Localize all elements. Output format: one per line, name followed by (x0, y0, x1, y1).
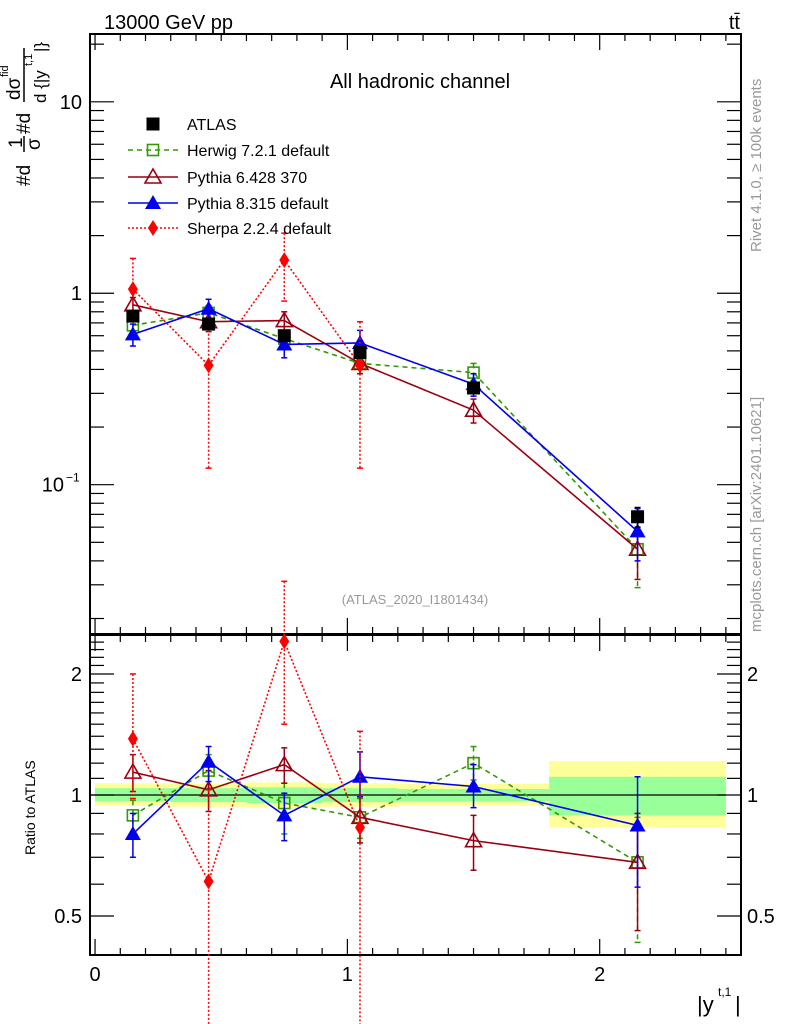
ratio-y-tick-label: 2 (71, 664, 82, 686)
ratio-pythia6-line (132, 763, 638, 864)
y-axis-label-ratio: Ratio to ATLAS (22, 760, 38, 855)
legend-marker-herwig (146, 143, 160, 157)
x-tick-label: 0 (89, 964, 100, 986)
ratio-pythia8-point (276, 807, 293, 822)
main-atlas-point (277, 329, 291, 343)
main-atlas-point (467, 381, 481, 395)
ratio-pythia8-point (124, 825, 141, 840)
energy-label: 13000 GeV pp (104, 12, 233, 34)
ratio-sherpa-point (127, 730, 138, 747)
rivet-version-text: Rivet 4.1.0, ≥ 100k events (748, 79, 765, 252)
legend-label-sherpa: Sherpa 2.2.4 default (187, 221, 332, 238)
ratio-y-tick-label-right: 2 (747, 664, 758, 686)
xlabel-end: | (735, 992, 741, 1017)
legend-label-herwig: Herwig 7.2.1 default (187, 143, 330, 160)
main-sherpa-point (127, 281, 138, 298)
ratio-pythia8-point (465, 778, 482, 793)
ylabel-frac2-den-end: |} (31, 42, 50, 52)
legend-marker-pythia6 (143, 167, 163, 184)
legend: ATLAS Herwig 7.2.1 default Pythia 6.428 37… (128, 117, 332, 238)
main-pythia8-point (629, 523, 646, 538)
source-text: mcplots.cern.ch [arXiv:2401.10621] (748, 397, 765, 632)
x-axis-label: |y t,1 | (697, 985, 741, 1017)
main-pythia8-line (132, 307, 639, 533)
ylabel-frac2-sup: fid (0, 65, 11, 77)
y-axis-label-main: #d 1 σ #d dσ fid d {|y t,1 |} (0, 42, 50, 186)
ratio-y-tick-label: 1 (71, 785, 82, 807)
main-y-tick-label: 1 (71, 283, 82, 305)
ratio-pythia8-point (629, 817, 646, 832)
legend-marker-atlas (146, 117, 160, 131)
main-atlas-point (631, 510, 645, 524)
main-y-tick-label: 10 (60, 92, 82, 114)
process-label: tt̄ (729, 12, 741, 34)
legend-marker-pythia8 (145, 195, 161, 209)
xlabel-base: |y (697, 992, 714, 1017)
main-pythia6-point (274, 310, 294, 328)
main-sherpa-point (354, 357, 365, 374)
main-pythia8-point (200, 300, 217, 315)
main-pythia6-point (464, 400, 483, 417)
ratio-y-tick-label-right: 0.5 (747, 906, 775, 928)
x-tick-label: 1 (342, 964, 353, 986)
ratio-pythia6-point (464, 831, 483, 848)
legend-label-pythia8: Pythia 8.315 default (187, 196, 329, 213)
ratio-sherpa-point (354, 819, 365, 836)
ratio-pythia6-point (274, 755, 294, 772)
main-pythia8-point (124, 326, 141, 341)
ratio-sherpa-line (132, 639, 361, 884)
ratio-y-tick-label-right: 1 (747, 785, 758, 807)
main-y-tick-exponent: −1 (66, 471, 80, 485)
main-pythia6-line (132, 304, 639, 550)
ylabel-frac2-den: d {|y (31, 70, 50, 103)
legend-label-pythia6: Pythia 6.428 370 (187, 170, 307, 187)
main-sherpa-point (279, 252, 290, 269)
ratio-pythia8-point (200, 753, 217, 768)
x-tick-label: 2 (594, 964, 605, 986)
ratio-panel-series (123, 580, 647, 1024)
ylabel-frac2-den-sup: t,1 (23, 54, 35, 66)
ratio-pythia8-line (132, 760, 638, 835)
analysis-tag: (ATLAS_2020_I1801434) (342, 592, 488, 607)
ylabel-mid: #d (14, 113, 35, 134)
ratio-sherpa-point (279, 633, 290, 650)
legend-label-atlas: ATLAS (187, 117, 237, 134)
ylabel-prefix: #d (14, 165, 35, 186)
ylabel-frac1-den: σ (24, 138, 45, 150)
main-pythia8-point (276, 336, 293, 351)
main-panel-series (123, 232, 647, 589)
ylabel-frac2-num: dσ (4, 77, 25, 100)
main-herwig-line (132, 312, 639, 550)
ylabel-frac1-num: 1 (6, 137, 27, 148)
main-sherpa-point (203, 357, 214, 374)
chart-title: All hadronic channel (330, 71, 510, 93)
ratio-y-tick-label: 0.5 (54, 906, 82, 928)
ratio-herwig-line (132, 762, 638, 864)
ratio-sherpa-point (203, 873, 214, 890)
main-atlas-point (126, 309, 140, 323)
main-sherpa-line (132, 258, 361, 367)
main-atlas-point (202, 317, 216, 331)
xlabel-sup: t,1 (718, 985, 732, 999)
legend-marker-sherpa (148, 220, 158, 236)
main-y-tick-label: 10 (42, 475, 64, 497)
main-atlas-point (353, 346, 367, 360)
